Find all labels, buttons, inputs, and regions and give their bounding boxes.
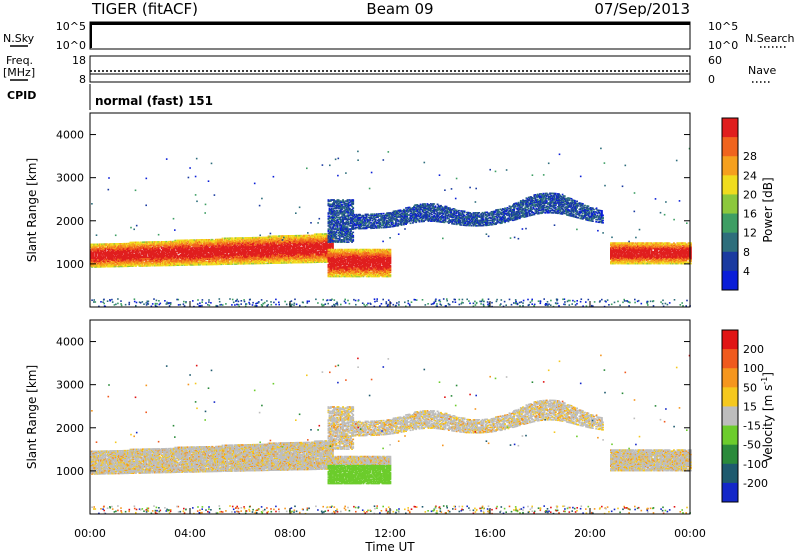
- cpid-panel: CPID normal (fast) 151: [7, 84, 213, 110]
- beam-title: Beam 09: [366, 0, 433, 18]
- freq-frame: [90, 56, 690, 82]
- freq-left-tick-top: 18: [72, 54, 86, 67]
- cpid-label: CPID: [7, 89, 36, 102]
- power-cell: [232, 237, 234, 239]
- noise-trace: [90, 22, 690, 25]
- power-cell: [242, 237, 244, 239]
- radar-title: TIGER (fitACF): [91, 0, 198, 18]
- noise-frame: [90, 22, 690, 49]
- freq-right-tick-top: 60: [708, 54, 722, 67]
- power-cell: [341, 249, 343, 251]
- nave-label: Nave: [748, 64, 776, 77]
- noise-right-label: N.Search: [745, 32, 795, 45]
- power-cell: [269, 236, 271, 238]
- freq-label-2: [MHz]: [3, 66, 35, 79]
- cpid-program: normal (fast) 151: [95, 94, 213, 108]
- power-cell: [138, 252, 140, 254]
- power-cell: [176, 253, 178, 255]
- freq-left-tick-bottom: 8: [79, 73, 86, 86]
- power-cell: [161, 246, 163, 248]
- frequency-panel: Freq. [MHz] 18 8 60 0 Nave: [3, 54, 776, 86]
- date-title: 07/Sep/2013: [594, 0, 690, 18]
- noise-panel: N.Sky 10^5 10^0 10^5 10^0 N.Search: [3, 20, 795, 52]
- power-cell: [222, 238, 224, 240]
- noise-right-tick-top: 10^5: [708, 20, 738, 33]
- noise-left-tick-top: 10^5: [56, 20, 86, 33]
- noise-left-label: N.Sky: [3, 32, 35, 45]
- freq-right-tick-bottom: 0: [708, 73, 715, 86]
- noise-left-tick-bottom: 10^0: [56, 39, 86, 52]
- noise-right-tick-bottom: 10^0: [708, 39, 738, 52]
